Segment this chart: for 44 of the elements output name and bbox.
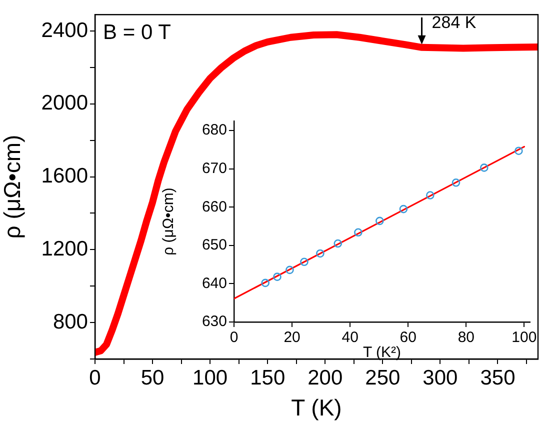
x-tick-label: 80: [458, 329, 474, 346]
y-tick-label: 680: [202, 122, 227, 139]
point: [334, 239, 342, 248]
x-tick-label: 100: [512, 329, 537, 346]
x-tick-label: 0: [230, 329, 238, 346]
y-tick-label: 2000: [41, 92, 88, 115]
y-tick-label: 630: [202, 313, 227, 330]
x-tick-label: 200: [308, 366, 343, 390]
point: [399, 204, 408, 214]
point: [480, 164, 488, 172]
y-tick-label: 660: [202, 198, 227, 216]
point: [273, 272, 282, 281]
y-tick-label: 670: [202, 160, 227, 177]
y-tick-label: 1200: [41, 237, 88, 260]
x-tick-label: 40: [342, 329, 358, 346]
point: [261, 278, 270, 288]
point: [316, 249, 324, 258]
x-axis-title: T (K²): [362, 344, 402, 362]
x-tick-label: 250: [365, 366, 400, 390]
point: [354, 228, 362, 237]
point: [376, 216, 384, 226]
x-axis-title: T (K): [291, 394, 342, 421]
x-tick-label: 150: [250, 366, 286, 390]
point: [300, 258, 308, 266]
point: [514, 146, 523, 156]
x-tick-label: 300: [422, 366, 458, 390]
y-tick-label: 650: [202, 236, 227, 254]
x-tick-label: 0: [89, 366, 101, 390]
x-tick-label: 20: [284, 329, 300, 346]
point: [286, 266, 294, 274]
x-tick-label: 60: [400, 329, 416, 346]
y-tick-label: 1600: [41, 164, 88, 188]
annotation: 284 K: [432, 13, 477, 32]
x-tick-label: 50: [140, 366, 164, 390]
y-tick-label: 2400: [41, 18, 88, 42]
point: [426, 191, 434, 200]
annotation: B = 0 T: [103, 20, 172, 44]
y-tick-label: 640: [202, 274, 227, 292]
x-tick-label: 350: [480, 366, 516, 390]
point: [452, 178, 460, 187]
x-tick-label: 100: [192, 366, 228, 390]
y-axis-title: ρ (μΩ•cm): [160, 188, 178, 256]
y-axis-title: ρ (μΩ•cm): [0, 134, 26, 239]
y-tick-label: 800: [52, 310, 88, 334]
